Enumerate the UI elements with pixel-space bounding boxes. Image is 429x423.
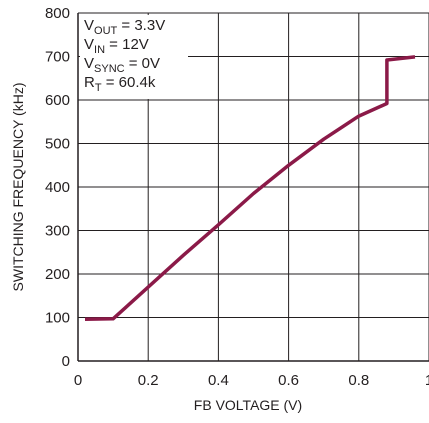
x-tick-labels: 0 0.2 0.4 0.6 0.8 1 bbox=[74, 372, 429, 389]
x-tick-label: 0.8 bbox=[348, 372, 369, 389]
annotation-line: VSYNC = 0V bbox=[84, 55, 160, 75]
annotation-line: RT = 60.4k bbox=[84, 74, 156, 94]
annotation-line: VOUT = 3.3V bbox=[84, 17, 165, 37]
y-tick-label: 700 bbox=[45, 49, 70, 66]
y-tick-label: 800 bbox=[45, 5, 70, 22]
y-tick-label: 400 bbox=[45, 179, 70, 196]
annotation-box bbox=[80, 15, 188, 99]
series-line bbox=[84, 55, 416, 321]
x-axis-label: FB VOLTAGE (V) bbox=[194, 397, 302, 413]
x-tick-label: 0.4 bbox=[208, 372, 229, 389]
annotation-line: VIN = 12V bbox=[84, 36, 149, 56]
y-tick-label: 600 bbox=[45, 92, 70, 109]
series-group bbox=[84, 55, 416, 321]
x-tick-label: 0 bbox=[74, 372, 82, 389]
y-tick-label: 300 bbox=[45, 223, 70, 240]
grid bbox=[77, 12, 429, 362]
x-tick-label: 1 bbox=[425, 372, 429, 389]
x-tick-label: 0.6 bbox=[278, 372, 299, 389]
y-tick-label: 200 bbox=[45, 266, 70, 283]
y-axis-label: SWITCHING FREQUENCY (kHz) bbox=[10, 83, 26, 292]
y-tick-label: 100 bbox=[45, 310, 70, 327]
x-tick-label: 0.2 bbox=[138, 372, 159, 389]
y-tick-label: 500 bbox=[45, 136, 70, 153]
y-tick-label: 0 bbox=[62, 353, 70, 370]
y-tick-labels: 0 100 200 300 400 500 600 700 800 bbox=[45, 5, 70, 370]
